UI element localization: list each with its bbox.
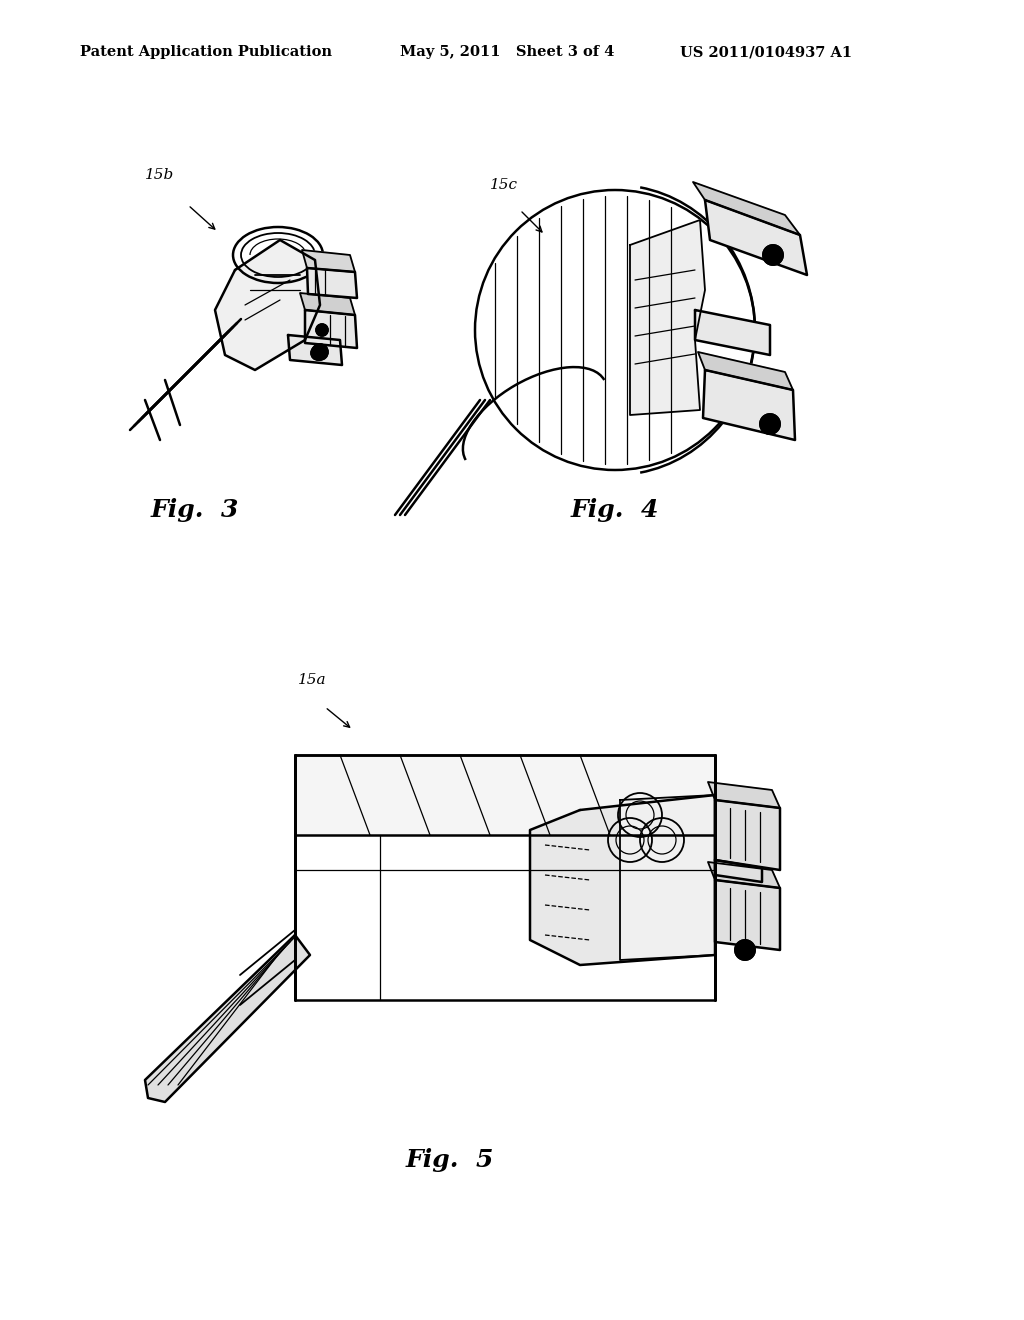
Polygon shape <box>288 335 342 366</box>
Circle shape <box>735 940 755 960</box>
Text: 15b: 15b <box>145 168 174 182</box>
Polygon shape <box>302 249 355 272</box>
Polygon shape <box>695 310 770 355</box>
Circle shape <box>316 323 328 337</box>
Text: US 2011/0104937 A1: US 2011/0104937 A1 <box>680 45 852 59</box>
Polygon shape <box>305 310 357 348</box>
Polygon shape <box>698 352 793 389</box>
Text: Fig.  4: Fig. 4 <box>570 498 659 521</box>
Text: Patent Application Publication: Patent Application Publication <box>80 45 332 59</box>
Polygon shape <box>708 862 780 888</box>
Polygon shape <box>145 935 310 1102</box>
Text: May 5, 2011   Sheet 3 of 4: May 5, 2011 Sheet 3 of 4 <box>400 45 614 59</box>
Polygon shape <box>703 370 795 440</box>
Text: 15a: 15a <box>298 673 327 686</box>
Text: Fig.  5: Fig. 5 <box>406 1148 495 1172</box>
Polygon shape <box>530 795 715 965</box>
Circle shape <box>312 345 328 360</box>
Polygon shape <box>300 293 355 315</box>
Polygon shape <box>708 781 780 808</box>
Circle shape <box>311 346 325 360</box>
Polygon shape <box>307 268 357 298</box>
Polygon shape <box>215 240 319 370</box>
Circle shape <box>763 246 783 265</box>
Polygon shape <box>630 220 705 414</box>
Polygon shape <box>620 795 715 960</box>
Polygon shape <box>715 861 762 882</box>
Text: Fig.  3: Fig. 3 <box>151 498 240 521</box>
Polygon shape <box>693 182 800 235</box>
Polygon shape <box>295 755 715 836</box>
Polygon shape <box>715 880 780 950</box>
Polygon shape <box>705 201 807 275</box>
Polygon shape <box>715 800 780 870</box>
Circle shape <box>760 414 780 434</box>
Text: 15c: 15c <box>490 178 518 191</box>
